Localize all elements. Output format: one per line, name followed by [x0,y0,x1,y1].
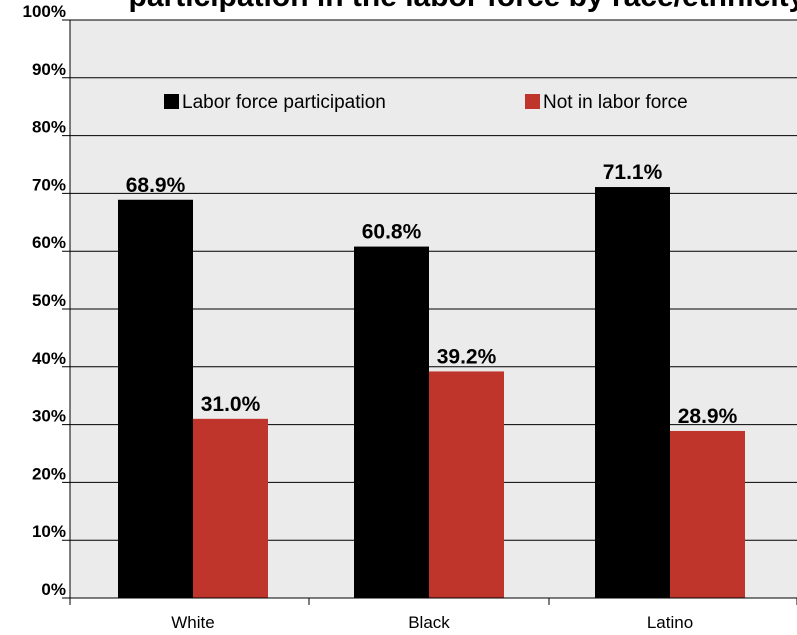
data-label: 60.8% [362,221,422,244]
x-category-label: Latino [647,613,693,632]
y-tick-label: 70% [32,175,66,194]
data-labels: 68.9% 31.0% 60.8% 39.2% 71.1% 28.9% [126,161,738,428]
bar-labor-force-black [354,246,429,599]
y-tick-label: 10% [32,522,66,541]
data-label: 39.2% [437,345,497,368]
bar-not-in-labor-force-latino [670,430,745,598]
data-label: 71.1% [603,161,663,184]
legend-label: Labor force participation [182,92,386,113]
y-tick-label: 90% [32,60,66,79]
y-tick-label: 0% [41,580,66,599]
data-label: 31.0% [201,393,261,416]
y-tick-label: 40% [32,349,66,368]
bar-not-in-labor-force-white [193,418,268,598]
y-tick-label: 80% [32,118,66,137]
bar-labor-force-latino [595,187,670,599]
legend-swatch [525,94,540,109]
legend-label: Not in labor force [543,92,688,113]
legend-swatch [164,94,179,109]
y-tick-label: 50% [32,291,66,310]
bar-not-in-labor-force-black [429,371,504,598]
legend: Labor force participation Not in labor fo… [164,92,688,113]
x-category-label: Black [408,613,450,632]
y-tick-label: 60% [32,233,66,252]
x-axis-ticks: White Black Latino [69,598,797,632]
y-tick-label: 100% [23,2,66,21]
chart-title: participation in the labor force by race… [129,0,797,13]
data-label: 68.9% [126,174,186,197]
data-label: 28.9% [678,405,738,428]
bars [118,187,745,599]
y-axis-ticks: 0% 10% 20% 30% 40% 50% 60% 70% 80% 90% 100% [23,2,66,599]
y-tick-label: 30% [32,407,66,426]
x-category-label: White [171,613,214,632]
bar-labor-force-white [118,199,193,598]
y-tick-label: 20% [32,464,66,483]
